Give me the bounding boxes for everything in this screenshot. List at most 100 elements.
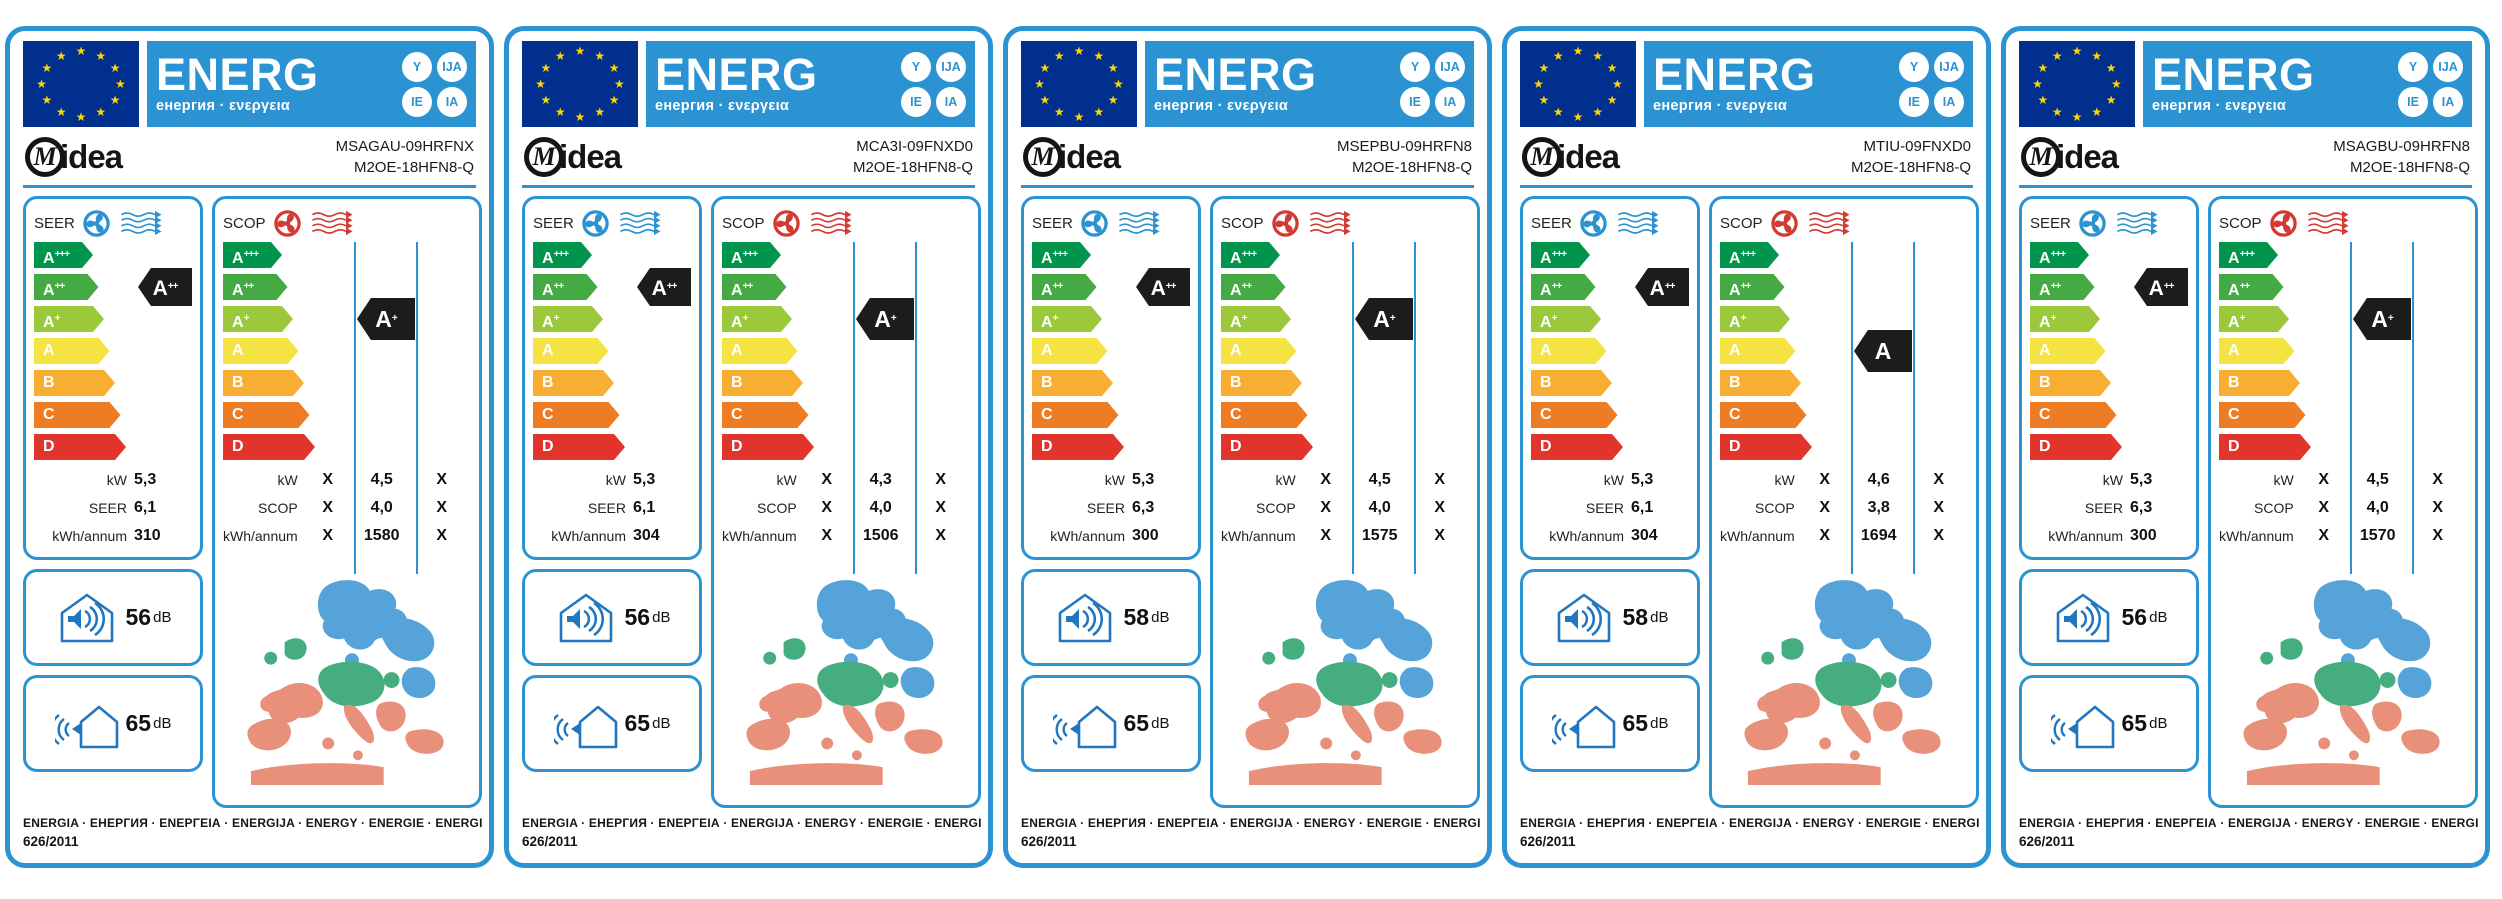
- outdoor-noise-value: 65: [624, 710, 651, 736]
- seer-class-arrow: A++: [637, 268, 691, 306]
- eu-flag: ★ ★ ★ ★ ★ ★ ★ ★ ★ ★ ★ ★: [1520, 41, 1636, 127]
- energ-banner: ENERG енергия · ενεργεια Y IJA IE IA: [646, 41, 975, 127]
- midea-logo-m: M: [25, 137, 65, 177]
- rating-panels: SEER: [522, 196, 981, 808]
- rating-arrow-appp: A+++: [2030, 242, 2089, 268]
- indoor-noise-icon: [2056, 593, 2109, 642]
- rating-arrow-d: D: [223, 434, 315, 460]
- model-indoor-unit: MSAGAU-09HRFNX: [335, 138, 474, 155]
- europe-climate-map: [1245, 580, 1442, 786]
- seer-eff-value: 6,3: [2130, 499, 2153, 516]
- heating-fan-icon: [1770, 209, 1798, 237]
- scop-kwh-value-2: X: [1933, 527, 1945, 544]
- eu-flag: ★ ★ ★ ★ ★ ★ ★ ★ ★ ★ ★ ★: [522, 41, 638, 127]
- energ-banner: ENERG енергия · ενεργεια Y IJA IE IA: [147, 41, 476, 127]
- seer-panel: SEER: [522, 196, 702, 560]
- rating-panels: SEER: [23, 196, 482, 808]
- scop-panel: SCOP: [2208, 196, 2478, 808]
- energ-words: ENERG енергия · ενεργεια: [156, 52, 394, 114]
- seer-eff-value: 6,1: [1631, 499, 1654, 516]
- eu-star: ★: [1538, 60, 1550, 75]
- scop-rating-scale: A+++ A++ A+ A B C D: [223, 242, 471, 460]
- scop-eff-row: SCOP X 4,0 X: [722, 494, 970, 522]
- seer-kwh-row: kWh/annum 300: [2030, 522, 2188, 550]
- scop-column-line-1: [1851, 242, 1853, 574]
- rating-arrow-b: B: [1032, 370, 1113, 396]
- scop-kwh-value-2: X: [1434, 527, 1446, 544]
- indoor-noise-unit: dB: [652, 609, 671, 626]
- outdoor-noise-unit: dB: [153, 715, 172, 732]
- eu-star: ★: [1073, 44, 1085, 59]
- energ-suffix-y: Y: [901, 51, 931, 82]
- cool-air-waves-icon: [619, 210, 661, 236]
- seer-rating-scale: A+++ A++ A+ A B C D: [533, 242, 691, 460]
- map-wrap: [722, 577, 970, 787]
- seer-kw-value: 5,3: [1631, 471, 1654, 488]
- seer-column: SEER: [522, 196, 702, 772]
- model-indoor-unit: MSEPBU-09HRFN8: [1336, 138, 1472, 155]
- scop-panel-header: SCOP: [2219, 206, 2467, 240]
- seer-kwh-label: kWh/annum: [551, 528, 626, 544]
- rating-arrow-appp: A+++: [1531, 242, 1590, 268]
- energ-suffix-circles: Y IJA IE IA: [1400, 51, 1465, 117]
- scop-eff-row: SCOP X 4,0 X: [223, 494, 471, 522]
- seer-title: SEER: [34, 214, 75, 232]
- energ-words: ENERG енергия · ενεργεια: [2152, 52, 2390, 114]
- scop-kwh-value-1: 1575: [1361, 527, 1398, 544]
- model-outdoor-unit: M2OE-18HFN8-Q: [1850, 159, 1971, 176]
- scop-column-line-1: [1352, 242, 1354, 574]
- energ-suffix-ie: IE: [901, 86, 931, 117]
- rating-arrow-d: D: [1032, 434, 1124, 460]
- scop-eff-value-0: X: [322, 499, 334, 516]
- seer-kw-value: 5,3: [2130, 471, 2153, 488]
- rating-arrow-c: C: [1221, 402, 1308, 428]
- scop-class-arrow: A+: [357, 298, 415, 340]
- scop-column-line-2: [2412, 242, 2414, 574]
- eu-star: ★: [2071, 44, 2083, 59]
- energ-suffix-ija: IJA: [1435, 51, 1465, 82]
- scop-kw-value-2: X: [1933, 471, 1945, 488]
- scop-title: SCOP: [722, 214, 765, 232]
- seer-kw-value: 5,3: [134, 471, 157, 488]
- scop-kwh-value-1: 1506: [862, 527, 899, 544]
- scop-kw-value-1: 4,3: [869, 471, 892, 488]
- eu-star: ★: [2111, 77, 2122, 91]
- scop-kw-value-2: X: [2432, 471, 2444, 488]
- eu-star: ★: [594, 105, 606, 120]
- eu-star: ★: [614, 77, 625, 91]
- eu-star: ★: [540, 60, 552, 75]
- eu-star: ★: [55, 105, 67, 120]
- seer-column: SEER: [2019, 196, 2199, 772]
- seer-rating-scale: A+++ A++ A+ A B C D: [2030, 242, 2188, 460]
- scop-kw-label: kW: [1774, 472, 1795, 488]
- rating-arrow-b: B: [223, 370, 304, 396]
- scop-column-line-2: [1913, 242, 1915, 574]
- seer-column: SEER: [1520, 196, 1700, 772]
- indoor-noise-icon: [1557, 593, 1610, 642]
- eu-star: ★: [554, 48, 566, 63]
- energ-suffix-y: Y: [402, 51, 432, 82]
- scop-column-line-1: [853, 242, 855, 574]
- scop-eff-value-1: 4,0: [2366, 499, 2389, 516]
- scop-rating-scale: A+++ A++ A+ A B C D: [2219, 242, 2467, 460]
- outdoor-noise-icon: [2050, 705, 2114, 748]
- eu-flag: ★ ★ ★ ★ ★ ★ ★ ★ ★ ★ ★ ★: [23, 41, 139, 127]
- scop-kwh-row: kWh/annum X 1506 X: [722, 522, 970, 550]
- midea-logo-m: M: [524, 137, 564, 177]
- scop-kw-value-0: X: [322, 471, 334, 488]
- seer-values: kW 5,3 SEER 6,3 kWh/annum 300: [2030, 466, 2188, 550]
- scop-kw-value-2: X: [1434, 471, 1446, 488]
- rating-arrow-a: A: [1720, 338, 1796, 364]
- rating-arrow-ap: A+: [722, 306, 792, 332]
- eu-star: ★: [1093, 48, 1105, 63]
- model-indoor-unit: MTIU-09FNXD0: [1863, 138, 1971, 155]
- seer-kwh-label: kWh/annum: [1050, 528, 1125, 544]
- scop-kw-row: kW X 4,5 X: [223, 466, 471, 494]
